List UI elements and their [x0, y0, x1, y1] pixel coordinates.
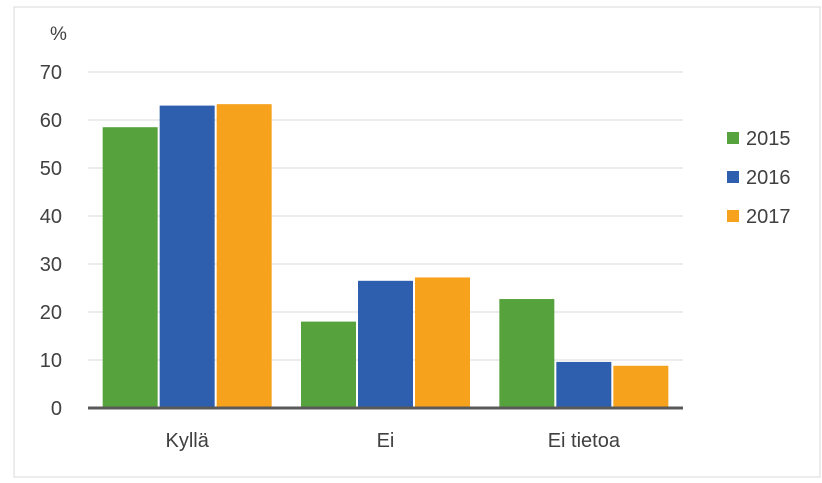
x-tick-label: Ei [377, 430, 395, 452]
x-axis-ticks: Kyllä Ei Ei tietoa [165, 430, 620, 452]
y-axis-ticks: 0 10 20 30 40 50 60 70 [40, 62, 62, 420]
bar-2017-1 [415, 277, 470, 408]
legend-label-2016: 2016 [746, 167, 791, 189]
legend: 2015 2016 2017 [727, 128, 791, 228]
legend-swatch-2016 [727, 171, 739, 183]
x-tick-label: Kyllä [165, 430, 209, 452]
bars [102, 104, 669, 408]
bar-2017-0 [216, 104, 272, 408]
legend-label-2015: 2015 [746, 128, 791, 150]
legend-swatch-2017 [727, 210, 739, 222]
y-tick-label: 60 [40, 110, 62, 132]
bar-2015-1 [301, 321, 356, 408]
legend-swatch-2015 [727, 132, 739, 144]
chart-border [13, 6, 821, 478]
bar-2017-2 [613, 365, 669, 408]
y-tick-label: 70 [40, 62, 62, 84]
bar-2016-2 [556, 361, 612, 408]
y-tick-label: 40 [40, 206, 62, 228]
bar-2016-1 [358, 280, 413, 408]
y-tick-label: 50 [40, 158, 62, 180]
bar-2016-0 [159, 105, 215, 408]
y-tick-label: 0 [51, 398, 62, 420]
bar-2015-2 [499, 299, 555, 408]
y-tick-label: 30 [40, 254, 62, 276]
legend-label-2017: 2017 [746, 206, 791, 228]
y-axis-unit-label: % [50, 24, 67, 45]
bar-2015-0 [102, 127, 158, 408]
y-tick-label: 10 [40, 350, 62, 372]
x-tick-label: Ei tietoa [548, 430, 621, 452]
y-tick-label: 20 [40, 302, 62, 324]
